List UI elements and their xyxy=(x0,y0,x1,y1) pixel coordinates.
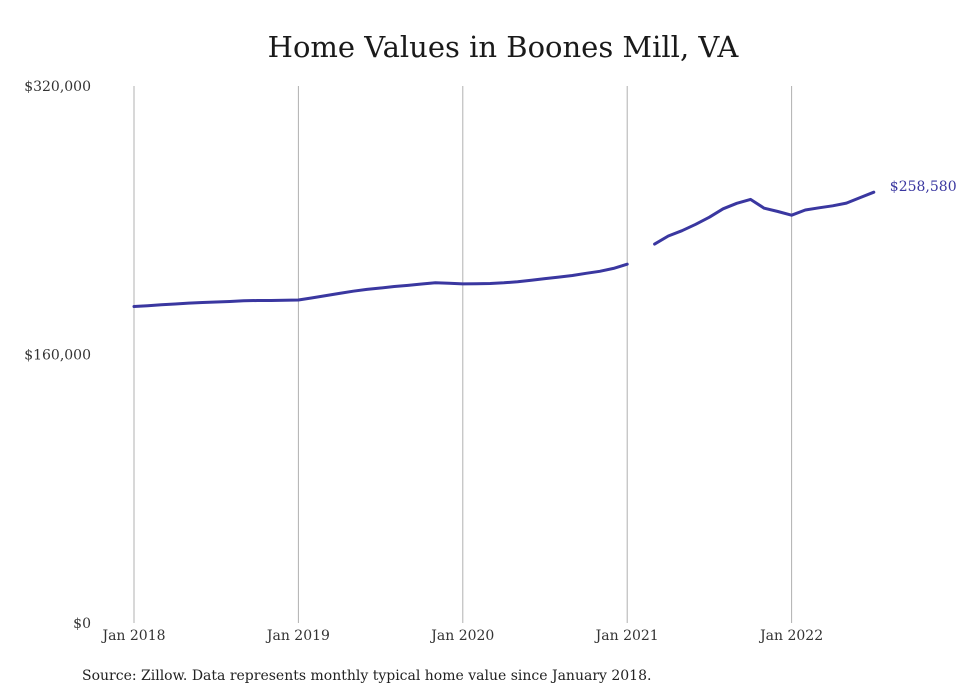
x-tick-label: Jan 2022 xyxy=(758,628,823,644)
x-axis-ticks: Jan 2018 Jan 2019 Jan 2020 Jan 2021 Jan 2022 xyxy=(100,628,823,644)
x-tick-label: Jan 2021 xyxy=(594,628,659,644)
source-note: Source: Zillow. Data represents monthly … xyxy=(82,668,652,684)
x-tick-label: Jan 2019 xyxy=(265,628,330,644)
y-tick-label: $160,000 xyxy=(24,348,91,364)
x-tick-label: Jan 2020 xyxy=(429,628,494,644)
chart-title: Home Values in Boones Mill, VA xyxy=(267,30,739,64)
y-tick-label: $320,000 xyxy=(24,79,91,95)
series-line-segment xyxy=(653,190,876,246)
y-tick-label: $0 xyxy=(73,616,91,632)
x-tick-label: Jan 2018 xyxy=(100,628,165,644)
end-value-label: $258,580 xyxy=(890,179,957,195)
series-line-segment xyxy=(132,262,629,308)
grid-lines xyxy=(133,86,793,623)
series-line xyxy=(132,190,876,308)
y-axis-ticks: $0 $160,000 $320,000 xyxy=(24,79,91,632)
